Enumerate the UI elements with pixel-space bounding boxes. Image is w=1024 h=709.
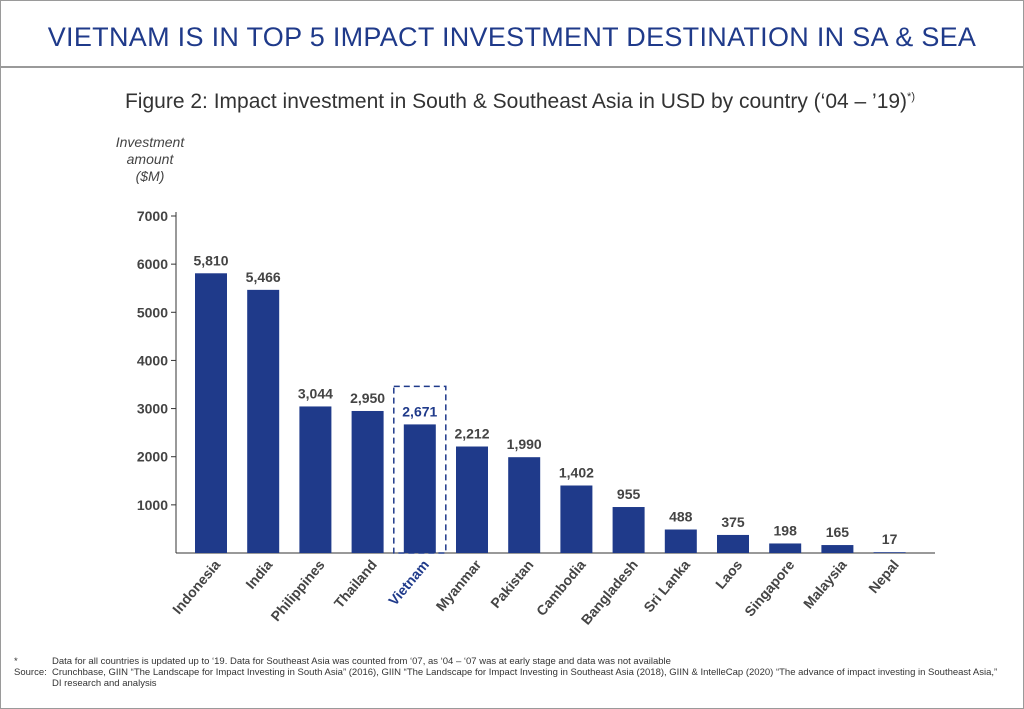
x-tick-label: Sri Lanka (640, 556, 693, 615)
bar-philippines (299, 406, 332, 553)
figure-caption-footnote-marker: *) (907, 91, 915, 103)
y-tick-label: 6000 (137, 256, 168, 272)
figure-caption: Figure 2: Impact investment in South & S… (60, 90, 980, 114)
y-axis-label-line-3: ($M) (135, 168, 165, 184)
data-label: 375 (721, 514, 745, 530)
y-axis-label-line-2: amount (126, 151, 174, 167)
bar-indonesia (195, 273, 227, 553)
bar-malaysia (821, 545, 854, 553)
bar-india (247, 289, 280, 553)
bar-thailand (351, 410, 384, 553)
data-label: 5,466 (246, 269, 281, 285)
page-title: VIETNAM IS IN TOP 5 IMPACT INVESTMENT DE… (47, 22, 977, 52)
data-label: 2,212 (454, 426, 489, 442)
bar-vietnam (403, 424, 436, 553)
data-label: 488 (669, 509, 693, 525)
x-tick-label: Indonesia (169, 556, 223, 617)
title-divider (0, 66, 1024, 68)
x-tick-label: India (242, 556, 275, 591)
footnote-data-key: * (14, 656, 18, 667)
data-label: 955 (617, 486, 641, 502)
data-label: 3,044 (298, 385, 333, 401)
figure-caption-text: Figure 2: Impact investment in South & S… (124, 90, 908, 113)
bar-laos (717, 534, 749, 553)
x-tick-label: Nepal (865, 557, 902, 596)
data-label: 17 (882, 531, 898, 547)
x-tick-label: Pakistan (487, 557, 536, 611)
data-label: 2,671 (402, 403, 437, 419)
data-label: 165 (826, 524, 850, 540)
y-tick-label: 5000 (137, 304, 168, 320)
bar-cambodia (560, 485, 593, 553)
x-tick-label: Malaysia (800, 556, 850, 611)
footnote-source-key: Source: (14, 667, 47, 678)
bar-myanmar (456, 446, 488, 553)
bar-nepal (873, 552, 906, 553)
x-tick-label: Thailand (331, 557, 380, 611)
y-tick-label: 2000 (137, 449, 168, 465)
footnote-source-text: Crunchbase, GIIN “The Landscape for Impa… (52, 667, 998, 689)
data-label: 5,810 (193, 252, 228, 268)
x-tick-label: Myanmar (433, 556, 485, 614)
bar-pakistan (508, 457, 541, 553)
x-tick-label: Philippines (267, 556, 327, 624)
bar-bangladesh (612, 507, 645, 553)
y-tick-label: 1000 (137, 497, 168, 513)
x-tick-label: Cambodia (533, 556, 589, 618)
data-label: 2,950 (350, 390, 385, 406)
bar-singapore (769, 543, 802, 553)
x-tick-label: Vietnam (385, 557, 432, 609)
y-tick-label: 3000 (137, 401, 168, 417)
footnotes: * Data for all countries is updated up t… (14, 656, 1004, 689)
data-label: 1,990 (507, 436, 542, 452)
x-tick-label: Singapore (741, 556, 797, 619)
bar-sri-lanka (664, 529, 697, 553)
data-label: 198 (774, 522, 798, 538)
data-label: 1,402 (559, 465, 594, 481)
y-axis-label: Investment amount ($M) (100, 134, 200, 185)
y-tick-label: 4000 (137, 352, 168, 368)
x-tick-label: Laos (712, 556, 745, 591)
footnote-source: Source: Crunchbase, GIIN “The Landscape … (14, 667, 1004, 689)
highlight-box (393, 385, 447, 554)
footnote-data: * Data for all countries is updated up t… (14, 656, 1004, 667)
y-axis-label-line-1: Investment (115, 134, 185, 150)
footnote-data-text: Data for all countries is updated up to … (52, 656, 671, 667)
y-tick-label: 7000 (137, 208, 168, 224)
